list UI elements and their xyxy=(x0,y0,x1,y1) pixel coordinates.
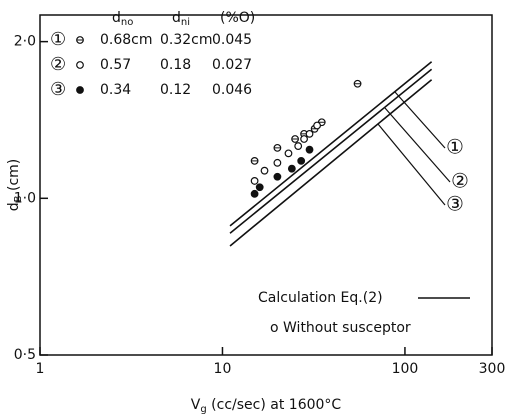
row-label: ② xyxy=(50,54,66,75)
data-point-shape xyxy=(250,189,259,198)
data-point xyxy=(260,166,269,175)
y-tick-label: 2·0 xyxy=(14,34,36,50)
data-point xyxy=(291,135,299,143)
data-point-shape xyxy=(313,121,321,130)
data-point xyxy=(273,158,282,167)
x-axis-label-main: V xyxy=(191,397,201,413)
annotation: o Without susceptor xyxy=(270,320,411,336)
table-cell: 0.027 xyxy=(212,57,252,73)
table-header-main: (%O) xyxy=(220,10,255,26)
callout: ② xyxy=(451,169,469,193)
table-cell: 0.68cm xyxy=(100,32,153,48)
data-point xyxy=(297,156,306,165)
y-tick-label: 0·5 xyxy=(14,347,36,363)
legend-marker xyxy=(76,36,84,44)
y-axis-label-sub: B xyxy=(13,195,24,202)
data-point-shape xyxy=(297,156,306,165)
table-header: (%O) xyxy=(220,10,255,26)
x-tick-label: 1 xyxy=(36,361,45,377)
annotation: Calculation Eq.(2) xyxy=(258,290,383,306)
leader-line xyxy=(384,107,451,183)
table-header: dno xyxy=(112,10,133,28)
data-point xyxy=(273,172,282,181)
data-point xyxy=(305,129,314,138)
data-point-shape xyxy=(287,164,296,173)
plot-frame xyxy=(39,14,493,356)
data-point-shape xyxy=(255,183,264,192)
data-point xyxy=(300,135,308,143)
x-tick-label: 100 xyxy=(392,361,419,377)
legend-marker-shape xyxy=(76,86,84,94)
x-axis-label-sub: g xyxy=(200,404,206,415)
legend-marker xyxy=(76,86,84,94)
data-point-shape xyxy=(300,135,308,143)
table-cell: 0.18 xyxy=(160,57,191,73)
table-cell: 0.045 xyxy=(212,32,252,48)
y-tick-label: 1·0 xyxy=(14,190,36,206)
data-point xyxy=(353,79,362,88)
calc-line xyxy=(229,68,433,234)
data-point-shape xyxy=(294,142,303,150)
x-axis-label: Vg (cc/sec) at 1600°C xyxy=(191,397,342,415)
data-point xyxy=(250,156,259,165)
data-point xyxy=(255,183,264,192)
calc-line xyxy=(229,61,433,227)
callout: ③ xyxy=(446,192,464,216)
table-header-sub: ni xyxy=(181,17,190,28)
data-point xyxy=(250,177,259,185)
data-point-shape xyxy=(273,172,282,181)
row-label: ① xyxy=(50,29,66,50)
data-point xyxy=(294,142,303,150)
data-point xyxy=(287,164,296,173)
calc-line xyxy=(229,79,433,247)
data-point xyxy=(273,143,282,152)
callout: ① xyxy=(446,135,464,159)
table-cell: 0.046 xyxy=(212,82,252,98)
y-axis-label-rest: (cm) xyxy=(6,159,22,196)
data-point-shape xyxy=(273,158,282,167)
y-axis-label-main: d xyxy=(6,202,22,211)
table-header-main: d xyxy=(172,10,181,26)
data-point-shape xyxy=(260,166,269,175)
data-point xyxy=(313,121,321,130)
data-point xyxy=(284,149,293,158)
data-point-shape xyxy=(250,177,259,185)
data-point-shape xyxy=(284,149,293,158)
data-point-shape xyxy=(305,129,314,138)
table-header: dni xyxy=(172,10,190,28)
x-tick-label: 10 xyxy=(214,361,232,377)
table-header-sub: no xyxy=(121,17,133,28)
y-axis-label: dB (cm) xyxy=(6,159,24,211)
leader-line xyxy=(377,123,446,206)
legend-marker xyxy=(76,61,84,69)
table-header-main: d xyxy=(112,10,121,26)
table-cell: 0.12 xyxy=(160,82,191,98)
table-cell: 0.34 xyxy=(100,82,131,98)
data-point xyxy=(305,145,314,154)
table-cell: 0.57 xyxy=(100,57,131,73)
legend-marker-shape xyxy=(76,61,84,69)
data-point-shape xyxy=(305,145,314,154)
x-axis-label-rest: (cc/sec) at 1600°C xyxy=(207,397,342,413)
x-tick-label: 300 xyxy=(479,361,506,377)
table-cell: 0.32cm xyxy=(160,32,213,48)
data-point xyxy=(250,189,259,198)
row-label: ③ xyxy=(50,79,66,100)
leader-line xyxy=(394,91,446,149)
